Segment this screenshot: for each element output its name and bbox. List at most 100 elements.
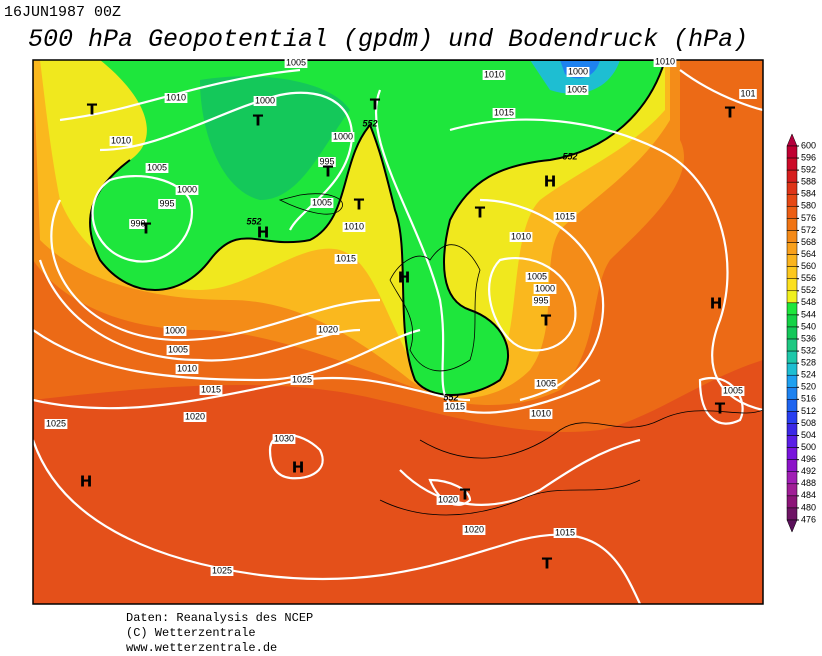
colorbar-label: 540 — [801, 321, 816, 331]
isobar-label-bg — [158, 199, 176, 209]
isobar-label: 1015 — [555, 211, 575, 221]
colorbar-label: 580 — [801, 201, 816, 211]
colorbar-label: 476 — [801, 514, 816, 524]
isobar-label: 1005 — [312, 197, 332, 207]
pressure-center: T — [141, 220, 152, 238]
colorbar-bin — [786, 399, 798, 412]
colorbar-bin — [786, 350, 798, 364]
colorbar: 600 596 592 588 584 580 576 572 568 564 560 556 552 5… — [786, 133, 816, 533]
colorbar-label: 548 — [801, 297, 816, 307]
isobar-label-bg — [109, 136, 133, 146]
pressure-center: H — [544, 173, 557, 191]
colorbar-bin — [786, 387, 798, 400]
isobar-label: 1020 — [318, 324, 338, 334]
isobar-label: 1010 — [166, 92, 186, 102]
colorbar-bin — [786, 254, 798, 267]
colorbar-bin — [786, 471, 798, 485]
map-frame — [32, 59, 764, 605]
isobar-label: 1000 — [568, 66, 588, 76]
colorbar-label: 564 — [801, 249, 816, 259]
isobar-label-bg — [334, 254, 358, 264]
isobar-label-bg — [331, 132, 355, 142]
colorbar-label: 552 — [801, 285, 816, 295]
colorbar-bin — [786, 411, 798, 424]
colorbar-bin — [786, 302, 798, 316]
colorbar-bin — [786, 230, 798, 243]
pressure-center: T — [475, 204, 486, 222]
colorbar-bin — [786, 266, 798, 279]
pressure-center: H — [80, 473, 93, 491]
colorbar-bin — [786, 459, 798, 472]
colorbar-bin — [786, 314, 798, 328]
isobar-label-bg — [164, 93, 188, 103]
colorbar-bin — [786, 278, 798, 292]
isobar-label: 1000 — [177, 184, 197, 194]
isobar-label: 1000 — [535, 283, 555, 293]
isobar-label: 995 — [319, 156, 334, 166]
pressure-center: H — [398, 269, 411, 287]
isobar-label: 1005 — [168, 344, 188, 354]
isobar-label-bg — [210, 566, 234, 576]
colorbar-label: 560 — [801, 261, 816, 271]
isobar-label-bg — [553, 212, 577, 222]
colorbar-label: 536 — [801, 333, 816, 343]
isobar-label: 1000 — [255, 95, 275, 105]
isobar-label: 995 — [159, 198, 174, 208]
isobar-label: 1000 — [333, 131, 353, 141]
isobar-label-bg — [721, 386, 745, 396]
isobar-label-bg — [529, 409, 553, 419]
isobar-label: 1015 — [494, 107, 514, 117]
colorbar-bin — [786, 447, 798, 460]
colorbar-label: 588 — [801, 177, 816, 187]
pressure-center: T — [542, 555, 553, 573]
isobar-label: 1020 — [185, 411, 205, 421]
isobar-label-bg — [272, 434, 296, 444]
isobar-label: 1005 — [147, 162, 167, 172]
isobar-label: 1025 — [46, 418, 66, 428]
isobar-label-bg — [342, 222, 366, 232]
colorbar-cap — [786, 133, 798, 147]
isobar-label-bg — [443, 402, 467, 412]
isobar-label: 1010 — [111, 135, 131, 145]
contour-label: 552 — [562, 151, 577, 161]
isobar-label: 1020 — [438, 494, 458, 504]
isobar-label: 1010 — [531, 408, 551, 418]
colorbar-label: 584 — [801, 189, 816, 199]
isobar-label: 1015 — [445, 401, 465, 411]
isobar-label-bg — [534, 379, 558, 389]
colorbar-label: 492 — [801, 466, 816, 476]
isobar-label-bg — [253, 96, 277, 106]
footer-line: (C) Wetterzentrale — [126, 626, 256, 640]
pressure-center: T — [725, 104, 736, 122]
isobar-label-bg — [163, 326, 187, 336]
pressure-center: T — [370, 96, 381, 114]
pressure-center: T — [87, 101, 98, 119]
isobar-label: 101 — [740, 88, 755, 98]
isobar-label-bg — [525, 272, 549, 282]
isobar-label: 1005 — [536, 378, 556, 388]
colorbar-cap — [786, 519, 798, 533]
isobar-label-bg — [166, 345, 190, 355]
isobar-label-bg — [44, 419, 68, 429]
colorbar-bin — [786, 290, 798, 304]
isobar-label: 995 — [533, 295, 548, 305]
isobar-label: 1010 — [655, 56, 675, 66]
colorbar-label: 528 — [801, 358, 816, 368]
isobar-label-bg — [739, 89, 757, 99]
colorbar-label: 596 — [801, 152, 816, 162]
colorbar-label: 504 — [801, 430, 816, 440]
isobar-label: 1030 — [274, 433, 294, 443]
isobar-label: 1010 — [177, 363, 197, 373]
colorbar-label: 576 — [801, 213, 816, 223]
colorbar-label: 556 — [801, 273, 816, 283]
footer-line: Daten: Reanalysis des NCEP — [126, 611, 313, 625]
isobar-label-bg — [565, 85, 589, 95]
isobar-label-bg — [532, 296, 550, 306]
isobar-label-bg — [175, 185, 199, 195]
isobar-label-bg — [183, 412, 207, 422]
colorbar-bin — [786, 326, 798, 340]
isobar-label: 1025 — [292, 374, 312, 384]
contour-label: 552 — [362, 118, 377, 128]
